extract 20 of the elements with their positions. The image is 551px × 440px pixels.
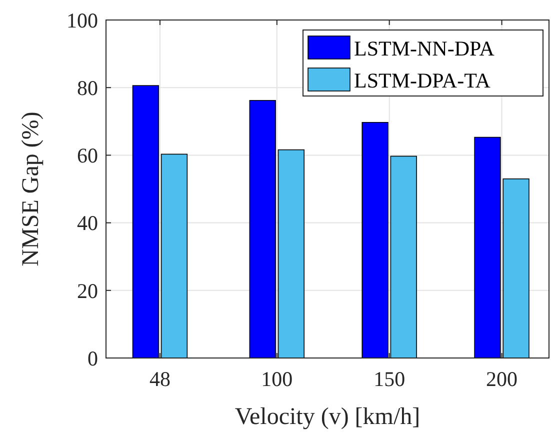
legend-label: LSTM-DPA-TA (354, 68, 492, 92)
bar (249, 100, 276, 358)
y-axis-title: NMSE Gap (%) (18, 112, 44, 266)
y-tick-label: 0 (88, 346, 98, 370)
y-tick-label: 80 (77, 76, 98, 100)
x-axis-title: Velocity (v) [km/h] (234, 404, 420, 430)
x-tick-label: 48 (149, 367, 170, 391)
y-tick-label: 100 (66, 8, 98, 32)
y-tick-label: 20 (77, 278, 98, 303)
x-tick-label: 200 (486, 367, 518, 391)
bar (278, 149, 305, 358)
bar (362, 122, 388, 358)
legend-label: LSTM-NN-DPA (354, 36, 496, 60)
y-tick-label: 60 (77, 144, 98, 168)
bar (132, 85, 160, 358)
y-tick-label: 40 (77, 211, 98, 236)
bar (390, 156, 417, 358)
x-tick-label: 150 (374, 367, 406, 391)
x-tick-label: 100 (261, 367, 293, 391)
bar (160, 154, 188, 358)
